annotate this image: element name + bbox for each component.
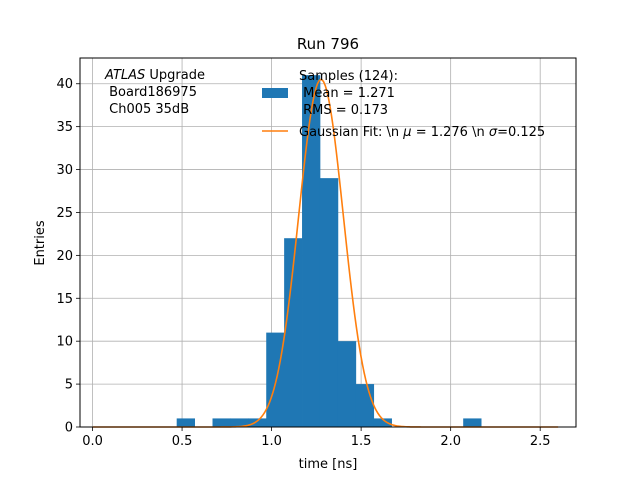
legend-histogram-swatch — [262, 88, 288, 98]
histogram-bar — [230, 418, 249, 427]
legend-fit-mu-text: = 1.276 \n — [412, 125, 489, 140]
histogram-bars — [176, 75, 482, 428]
y-tick-label: 40 — [56, 77, 73, 92]
legend-fit-mu-symbol: μ — [402, 125, 411, 140]
y-tick-label: 30 — [56, 163, 73, 178]
legend-fit-prefix: Gaussian Fit: \n — [299, 125, 403, 140]
y-tick-label: 5 — [65, 378, 73, 393]
y-tick-label: 0 — [65, 421, 73, 436]
legend-rms-label: RMS = 0.173 — [299, 103, 388, 118]
legend-fit-sigma-text: =0.125 — [497, 125, 545, 140]
histogram-bar — [248, 418, 267, 427]
histogram-bar — [212, 418, 231, 427]
chart-title: Run 796 — [297, 35, 359, 53]
plot-frame — [79, 57, 577, 428]
x-tick-label: 1.0 — [261, 434, 282, 449]
y-tick-label: 10 — [56, 335, 73, 350]
y-axis-label: Entries — [33, 220, 48, 266]
y-tick-label: 35 — [56, 120, 73, 135]
histogram-bar — [373, 418, 392, 427]
histogram-bar — [355, 384, 375, 427]
x-tick-label: 1.5 — [351, 434, 372, 449]
x-tick-label: 2.0 — [440, 434, 461, 449]
x-tick-label: 0.0 — [82, 434, 103, 449]
legend: Samples (124): Mean = 1.271 RMS = 0.173 … — [262, 69, 545, 140]
legend-fit-sigma-symbol: σ — [489, 125, 498, 140]
y-tick-label: 15 — [56, 292, 73, 307]
legend-fit-label: Gaussian Fit: \n μ = 1.276 \n σ=0.125 — [299, 125, 545, 140]
histogram-bar — [284, 238, 303, 427]
legend-samples-label: Samples (124): — [299, 69, 398, 84]
x-axis-label: time [ns] — [299, 457, 358, 472]
annotation-line-1: ATLAS Upgrade — [104, 68, 205, 83]
x-tick-label: 0.5 — [172, 434, 193, 449]
annotation-channel: Ch005 35dB — [105, 102, 189, 117]
legend-mean-label: Mean = 1.271 — [299, 86, 395, 101]
y-tick-label: 25 — [56, 206, 73, 221]
histogram-bar — [463, 418, 482, 427]
annotation-upgrade: Upgrade — [145, 68, 205, 83]
histogram-bar — [176, 418, 195, 427]
histogram-bar — [337, 341, 357, 427]
histogram-bar — [266, 332, 285, 427]
annotation-board: Board186975 — [105, 85, 197, 100]
histogram-bar — [302, 75, 321, 428]
y-axis-ticks: 0 5 10 15 20 25 30 35 40 — [56, 77, 80, 436]
x-axis-ticks: 0.0 0.5 1.0 1.5 2.0 2.5 — [82, 427, 551, 449]
histogram-bar — [319, 178, 339, 427]
x-tick-label: 2.5 — [530, 434, 551, 449]
annotation-atlas: ATLAS — [104, 68, 145, 83]
y-tick-label: 20 — [56, 249, 73, 264]
